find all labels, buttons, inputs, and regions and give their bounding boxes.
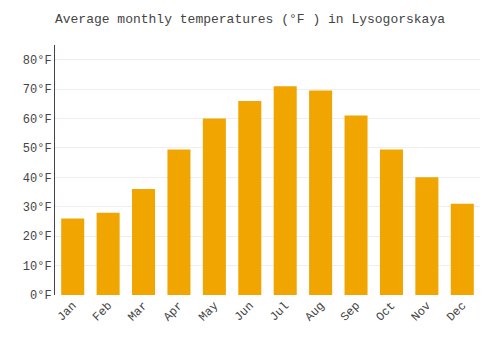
svg-text:60°F: 60°F [23,113,52,127]
svg-text:Aug: Aug [303,299,328,324]
svg-text:20°F: 20°F [23,230,52,244]
svg-text:10°F: 10°F [23,260,52,274]
svg-text:Oct: Oct [373,299,398,324]
svg-text:Nov: Nov [409,299,434,324]
svg-text:Apr: Apr [161,299,186,324]
svg-text:Jun: Jun [232,299,257,324]
svg-text:70°F: 70°F [23,83,52,97]
svg-text:50°F: 50°F [23,142,52,156]
svg-text:Dec: Dec [444,299,469,324]
svg-text:Average monthly temperatures (: Average monthly temperatures (°F ) in Ly… [55,12,445,27]
svg-text:May: May [196,299,221,324]
svg-text:80°F: 80°F [23,54,52,68]
svg-text:0°F: 0°F [30,289,52,303]
svg-text:Jul: Jul [267,299,292,324]
svg-text:Mar: Mar [125,299,150,324]
svg-text:Sep: Sep [338,299,363,324]
svg-text:40°F: 40°F [23,172,52,186]
svg-text:30°F: 30°F [23,201,52,215]
svg-text:Feb: Feb [90,299,115,324]
svg-text:Jan: Jan [55,299,80,324]
